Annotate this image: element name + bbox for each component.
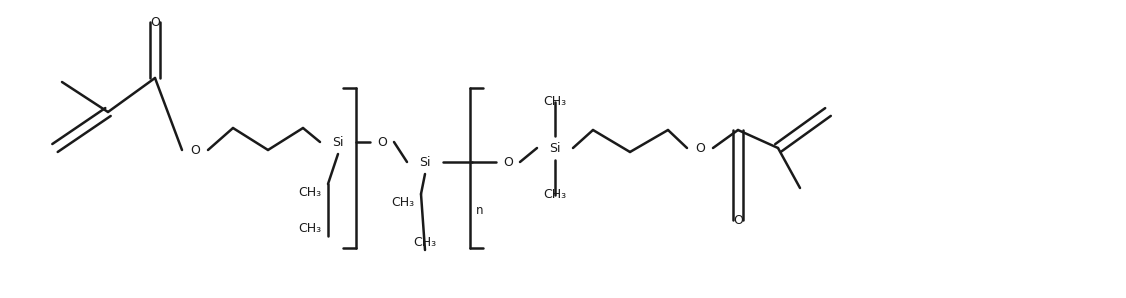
Text: O: O <box>695 142 705 154</box>
Text: CH₃: CH₃ <box>544 95 566 108</box>
Text: Si: Si <box>549 142 561 154</box>
Text: CH₃: CH₃ <box>392 195 414 209</box>
Text: O: O <box>377 136 387 148</box>
Text: O: O <box>150 15 160 29</box>
Text: Si: Si <box>419 156 431 168</box>
Text: Si: Si <box>332 136 343 148</box>
Text: CH₃: CH₃ <box>298 185 322 198</box>
Text: O: O <box>190 144 200 156</box>
Text: O: O <box>503 156 513 168</box>
Text: n: n <box>476 204 484 217</box>
Text: CH₃: CH₃ <box>544 189 566 201</box>
Text: CH₃: CH₃ <box>413 235 437 249</box>
Text: O: O <box>733 213 743 226</box>
Text: CH₃: CH₃ <box>298 221 322 235</box>
